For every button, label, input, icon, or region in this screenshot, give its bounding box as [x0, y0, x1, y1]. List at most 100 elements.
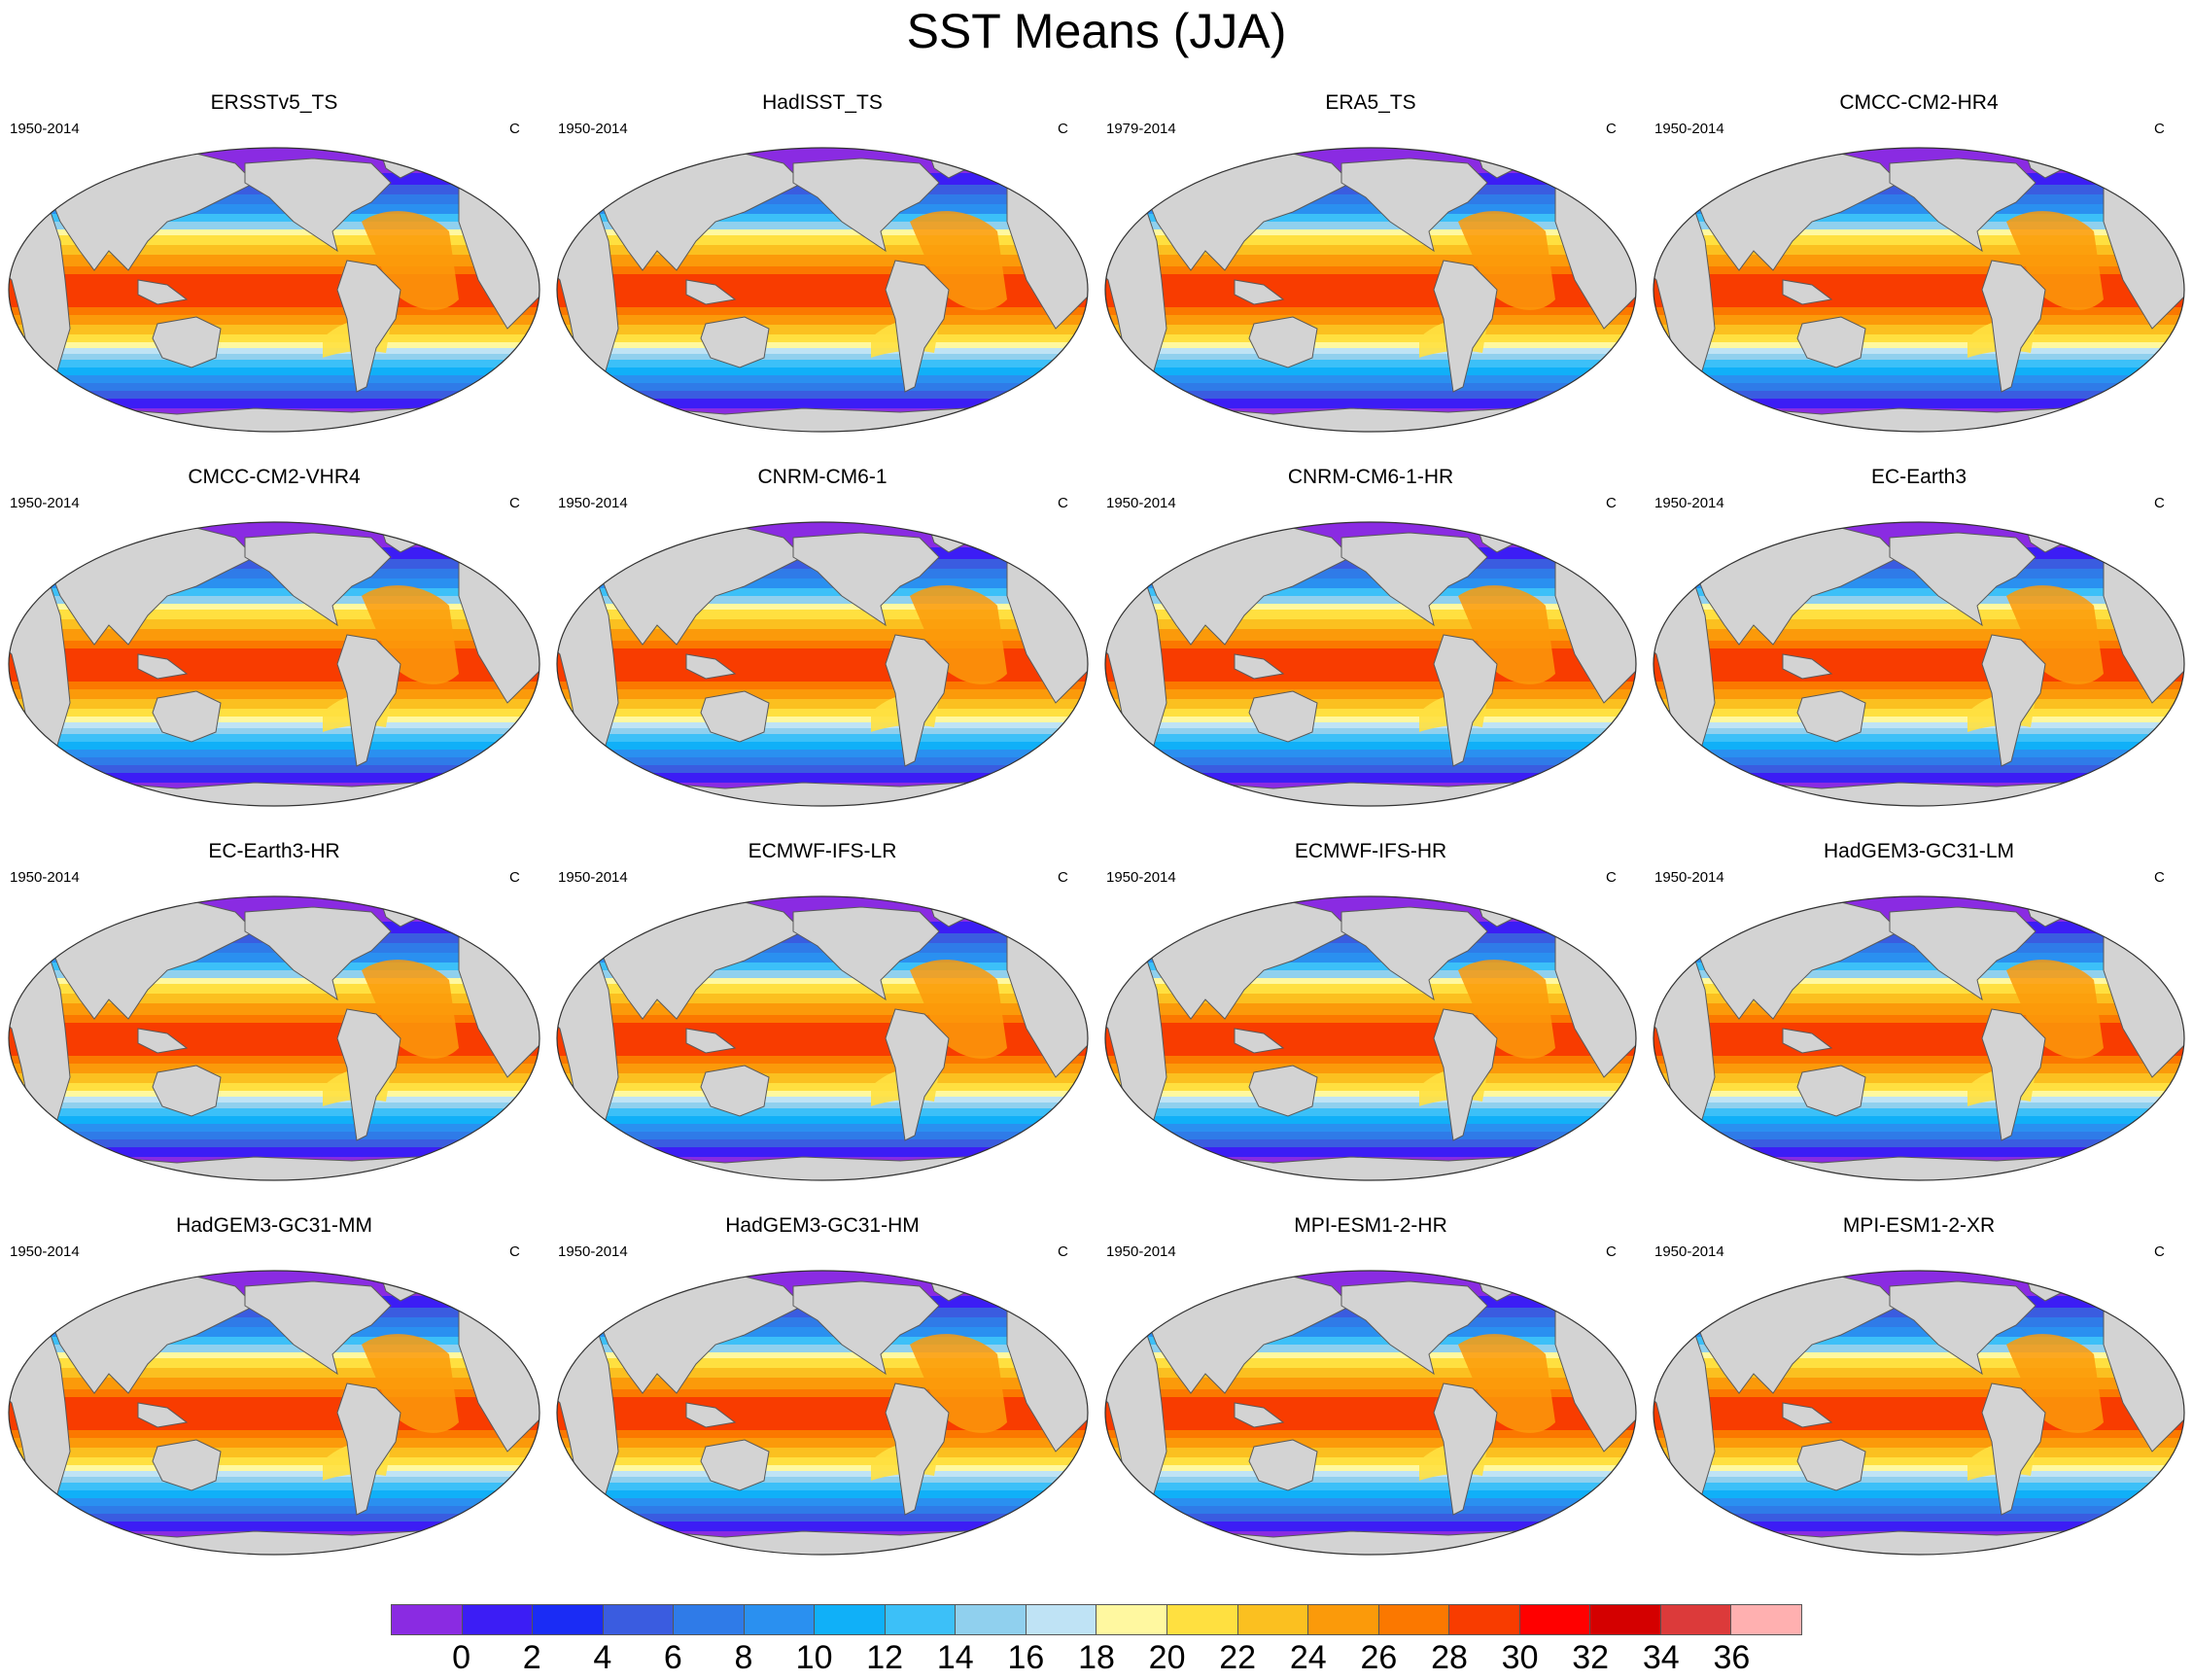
map-svg	[556, 147, 1089, 433]
colorbar-tick-label: 28	[1431, 1639, 1468, 1676]
panel-title: ERA5_TS	[1325, 91, 1416, 114]
panel-units: C	[2154, 869, 2165, 886]
panel-units: C	[1606, 1243, 1617, 1260]
map-panel: ERSSTv5_TS 1950-2014 C	[0, 88, 548, 438]
colorbar-tick-label: 34	[1642, 1639, 1680, 1676]
panel-period: 1950-2014	[1654, 495, 1724, 511]
map-svg	[8, 1270, 540, 1556]
map-svg	[1104, 895, 1637, 1181]
map-svg	[556, 521, 1089, 807]
map-svg	[1653, 1270, 2185, 1556]
panel-period: 1950-2014	[1654, 1243, 1724, 1260]
panel-period: 1950-2014	[1654, 869, 1724, 886]
panel-period: 1979-2014	[1106, 121, 1176, 137]
panel-units: C	[1058, 121, 1068, 137]
colorbar-swatch	[462, 1605, 534, 1634]
globe-outline	[8, 1270, 540, 1556]
panel-title: ECMWF-IFS-HR	[1294, 840, 1447, 862]
panel-period: 1950-2014	[558, 1243, 628, 1260]
panel-units: C	[1606, 121, 1617, 137]
panel-units: C	[509, 1243, 520, 1260]
colorbar-swatch	[1026, 1605, 1097, 1634]
panel-units: C	[2154, 1243, 2165, 1260]
panel-period: 1950-2014	[10, 869, 80, 886]
map-panel: CMCC-CM2-VHR4 1950-2014 C	[0, 462, 548, 812]
panel-units: C	[1058, 1243, 1068, 1260]
colorbar-swatch	[674, 1605, 745, 1634]
map-svg	[1104, 1270, 1637, 1556]
map-svg	[556, 1270, 1089, 1556]
panel-period: 1950-2014	[1106, 495, 1176, 511]
colorbar-tick-label: 14	[936, 1639, 974, 1676]
colorbar-swatch	[1378, 1605, 1450, 1634]
panel-units: C	[2154, 495, 2165, 511]
panel-period: 1950-2014	[1106, 869, 1176, 886]
panel-period: 1950-2014	[10, 495, 80, 511]
globe-outline	[8, 147, 540, 433]
colorbar-tick-label: 24	[1289, 1639, 1327, 1676]
panel-title: EC-Earth3	[1870, 466, 1967, 488]
map-panel: ERA5_TS 1979-2014 C	[1096, 88, 1645, 438]
panel-title: HadGEM3-GC31-HM	[725, 1214, 920, 1237]
panel-title: HadISST_TS	[762, 91, 883, 114]
panel-period: 1950-2014	[10, 121, 80, 137]
colorbar-swatch	[744, 1605, 816, 1634]
colorbar-swatch	[1237, 1605, 1309, 1634]
colorbar-tick-label: 26	[1360, 1639, 1398, 1676]
panel-period: 1950-2014	[1106, 1243, 1176, 1260]
sst-field	[9, 522, 540, 806]
globe-outline	[1653, 521, 2185, 807]
panel-title: MPI-ESM1-2-XR	[1842, 1214, 1996, 1237]
map-panel: ECMWF-IFS-HR 1950-2014 C	[1096, 836, 1645, 1186]
colorbar-tick-label: 18	[1078, 1639, 1115, 1676]
panel-units: C	[509, 869, 520, 886]
panel-units: C	[1058, 869, 1068, 886]
panel-period: 1950-2014	[558, 869, 628, 886]
panel-title: MPI-ESM1-2-HR	[1294, 1214, 1447, 1237]
globe-outline	[1104, 521, 1637, 807]
colorbar-swatch	[1167, 1605, 1238, 1634]
colorbar-swatch	[533, 1605, 604, 1634]
map-panel: HadGEM3-GC31-MM 1950-2014 C	[0, 1210, 548, 1560]
map-panel: MPI-ESM1-2-HR 1950-2014 C	[1096, 1210, 1645, 1560]
panel-period: 1950-2014	[10, 1243, 80, 1260]
panel-units: C	[509, 121, 520, 137]
colorbar-tick-label: 16	[1007, 1639, 1045, 1676]
panel-title: CMCC-CM2-VHR4	[188, 466, 361, 488]
colorbar-swatch	[1590, 1605, 1661, 1634]
panel-units: C	[1058, 495, 1068, 511]
colorbar-swatch	[815, 1605, 886, 1634]
colorbar-swatch	[956, 1605, 1027, 1634]
colorbar-swatch	[1660, 1605, 1732, 1634]
colorbar-swatch	[885, 1605, 957, 1634]
globe-outline	[1104, 147, 1637, 433]
map-panel: CMCC-CM2-HR4 1950-2014 C	[1645, 88, 2193, 438]
colorbar-tick-label: 32	[1572, 1639, 1610, 1676]
map-svg	[1653, 895, 2185, 1181]
colorbar-swatch	[603, 1605, 675, 1634]
globe-outline	[8, 895, 540, 1181]
map-panel: HadGEM3-GC31-LM 1950-2014 C	[1645, 836, 2193, 1186]
panel-title: HadGEM3-GC31-LM	[1823, 840, 2015, 862]
map-panel: EC-Earth3-HR 1950-2014 C	[0, 836, 548, 1186]
panel-title: CMCC-CM2-HR4	[1839, 91, 1999, 114]
colorbar-tick-label: 2	[522, 1639, 541, 1676]
globe-outline	[1653, 895, 2185, 1181]
map-svg	[1104, 147, 1637, 433]
globe-outline	[556, 521, 1089, 807]
colorbar-swatch	[1308, 1605, 1379, 1634]
panel-title: CNRM-CM6-1	[757, 466, 888, 488]
map-svg	[8, 895, 540, 1181]
panel-units: C	[1606, 495, 1617, 511]
globe-outline	[1653, 1270, 2185, 1556]
map-svg	[1653, 147, 2185, 433]
map-panel: CNRM-CM6-1 1950-2014 C	[548, 462, 1096, 812]
globe-outline	[556, 895, 1089, 1181]
map-svg	[556, 895, 1089, 1181]
globe-outline	[556, 147, 1089, 433]
panel-title: ECMWF-IFS-LR	[748, 840, 897, 862]
colorbar-tick-label: 4	[593, 1639, 612, 1676]
colorbar-swatch	[1519, 1605, 1591, 1634]
colorbar-tick-label: 0	[452, 1639, 471, 1676]
map-svg	[1104, 521, 1637, 807]
